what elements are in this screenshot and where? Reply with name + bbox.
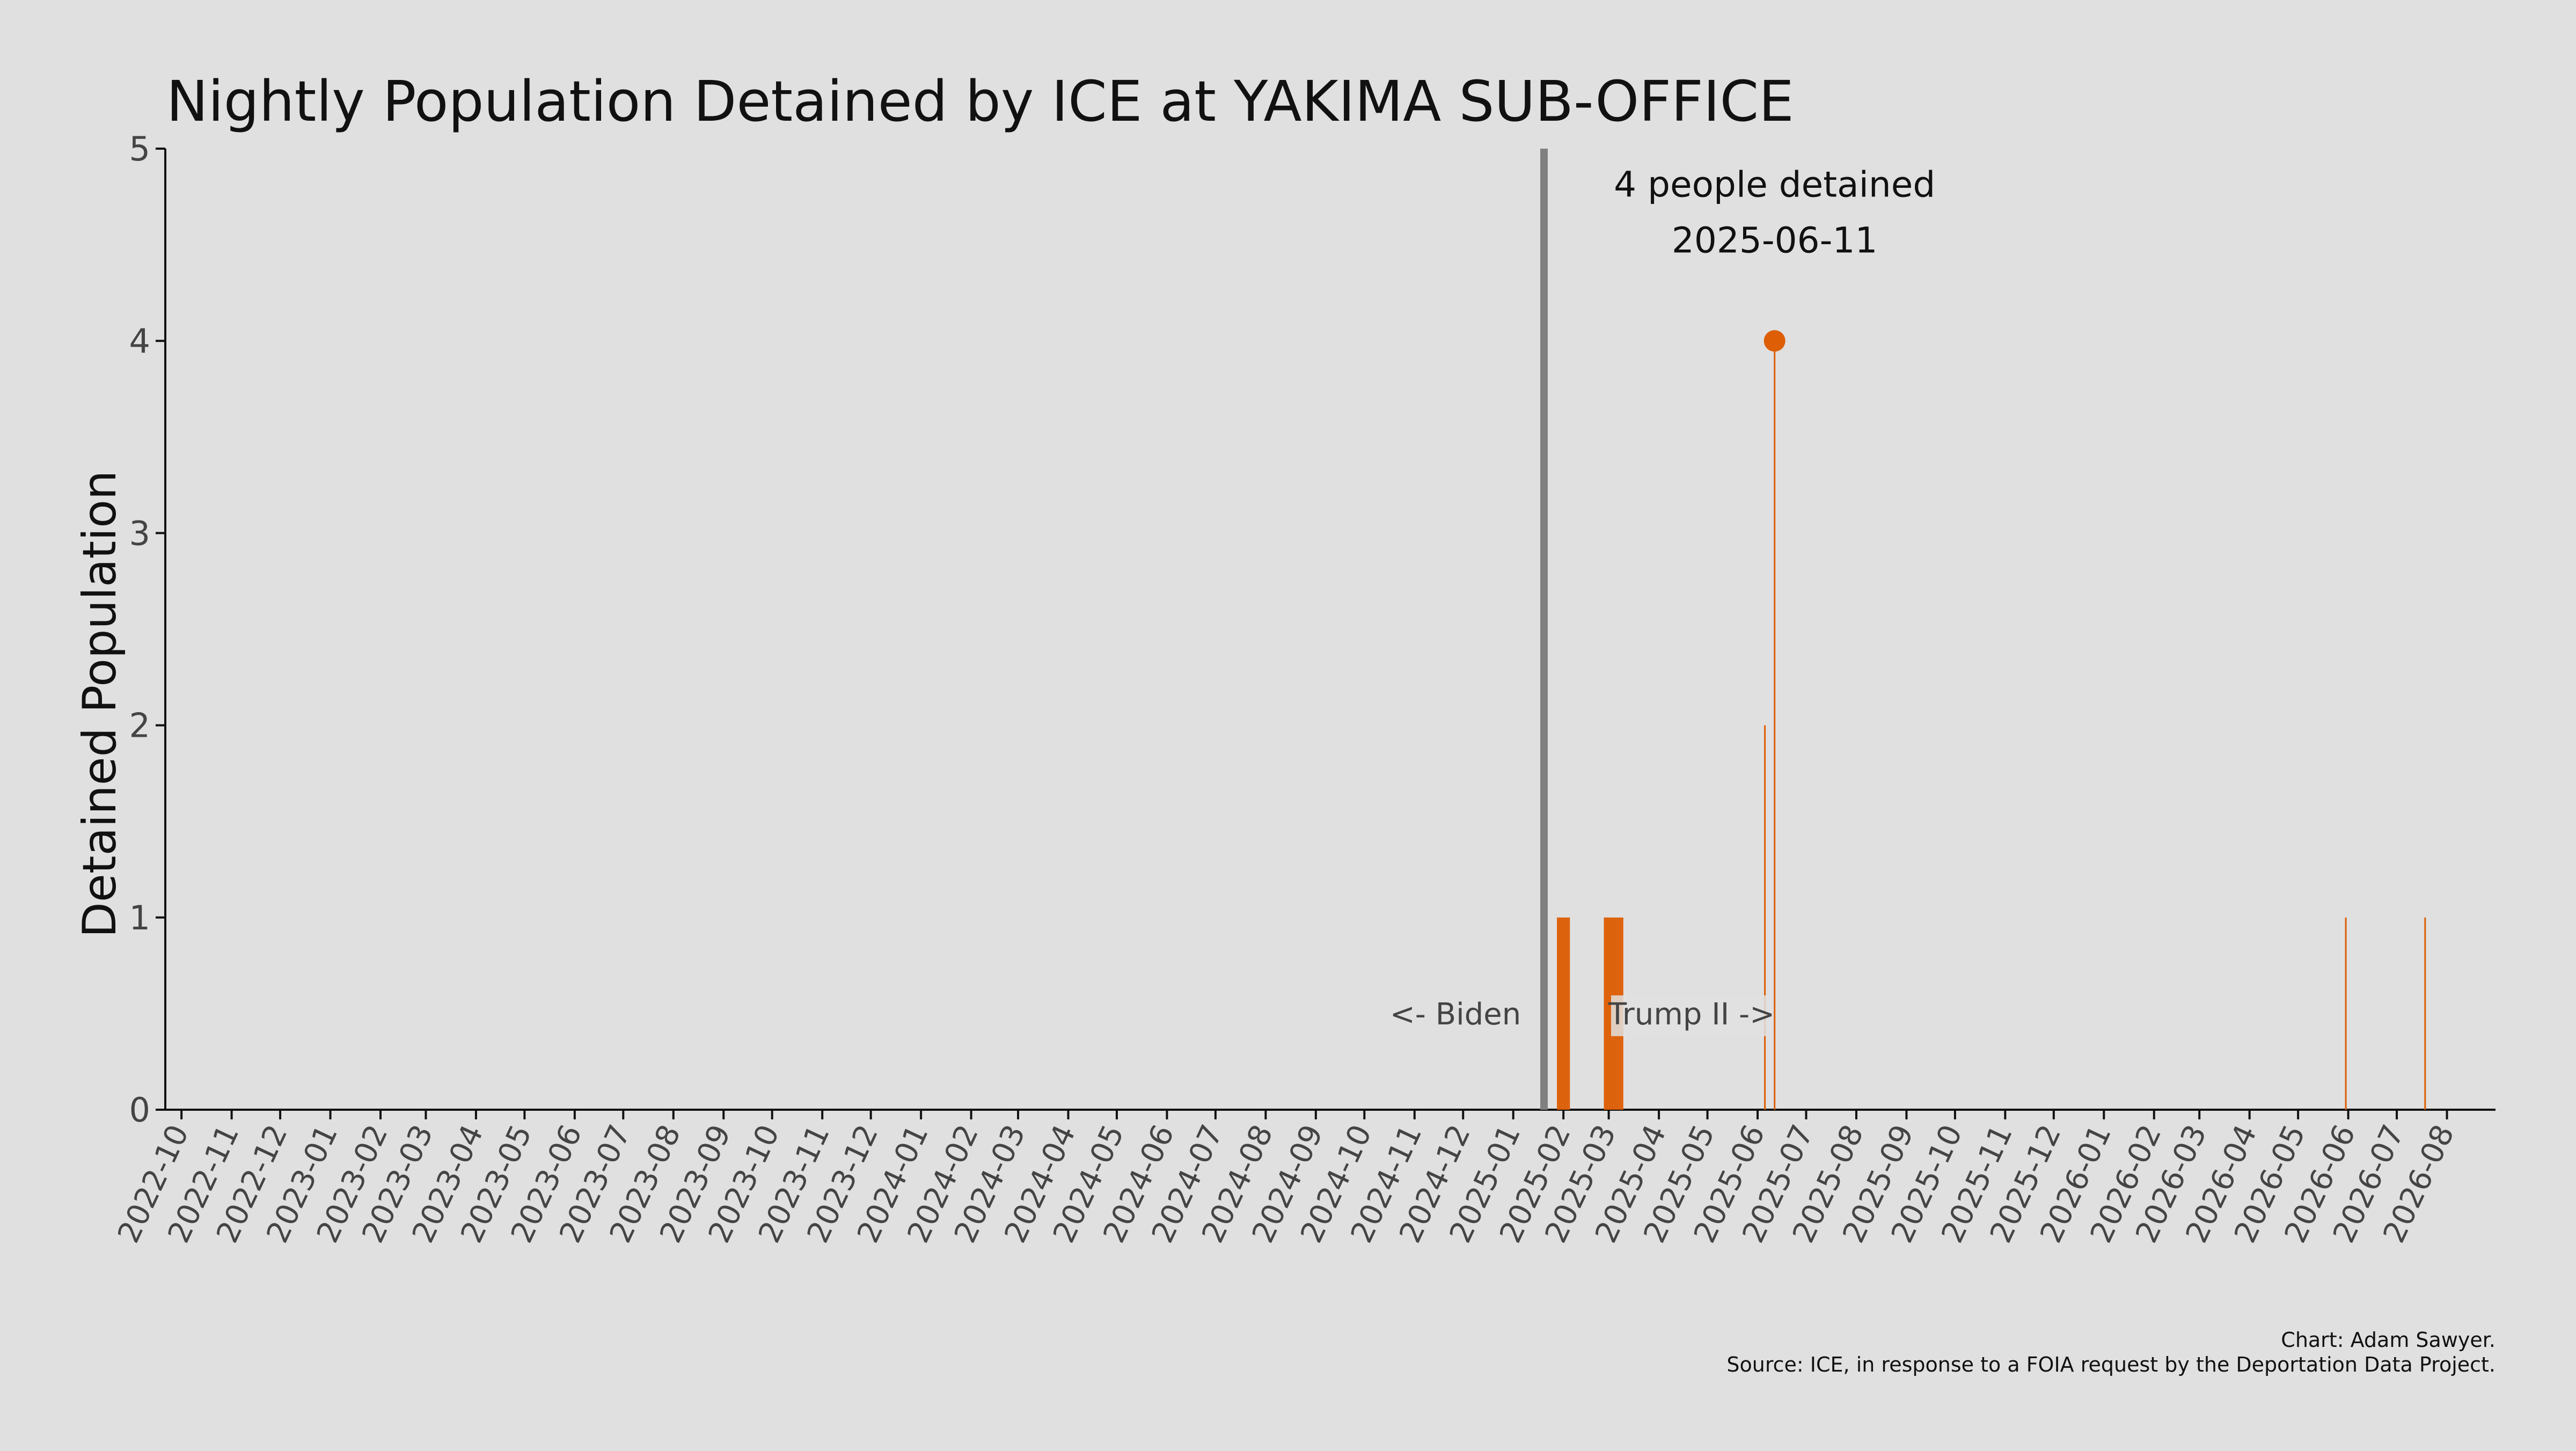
data-bar	[1764, 725, 1766, 1110]
data-bar	[1568, 917, 1570, 1110]
peak-annotation-date: 2025-06-11	[1672, 219, 1878, 261]
y-tick-label: 2	[129, 706, 150, 745]
data-bar	[1567, 917, 1569, 1110]
y-tick-label: 4	[129, 321, 150, 361]
y-tick-label: 5	[129, 129, 150, 168]
data-bar	[1607, 917, 1609, 1110]
era-label-left: <- Biden	[1390, 997, 1521, 1032]
era-label-right-bg	[1611, 995, 1773, 1036]
data-bar	[1774, 341, 1776, 1110]
y-tick-label: 1	[129, 898, 150, 937]
data-bar	[1563, 917, 1565, 1110]
era-label-right: Trump II ->	[1608, 997, 1775, 1032]
footer-source: Source: ICE, in response to a FOIA reque…	[1726, 1353, 2496, 1376]
data-bar	[1560, 917, 1562, 1110]
data-bar	[1558, 917, 1561, 1110]
data-bar	[2424, 917, 2426, 1110]
data-bar	[1608, 917, 1611, 1110]
data-bar	[2345, 917, 2347, 1110]
plot-area: 0123452022-102022-112022-122023-012023-0…	[111, 129, 2496, 1248]
peak-marker	[1763, 330, 1785, 352]
footer-credit: Chart: Adam Sawyer.	[2281, 1328, 2496, 1352]
y-tick-label: 3	[129, 514, 150, 553]
peak-annotation-count: 4 people detained	[1614, 164, 1935, 206]
y-tick-label: 0	[129, 1090, 150, 1130]
data-bar	[1565, 917, 1567, 1110]
chart-title: Nightly Population Detained by ICE at YA…	[166, 69, 1794, 134]
y-axis-title: Detained Population	[73, 471, 127, 938]
data-bar	[1562, 917, 1564, 1110]
data-bar	[1557, 917, 1559, 1110]
data-bar	[1605, 917, 1607, 1110]
data-bar	[1604, 917, 1606, 1110]
